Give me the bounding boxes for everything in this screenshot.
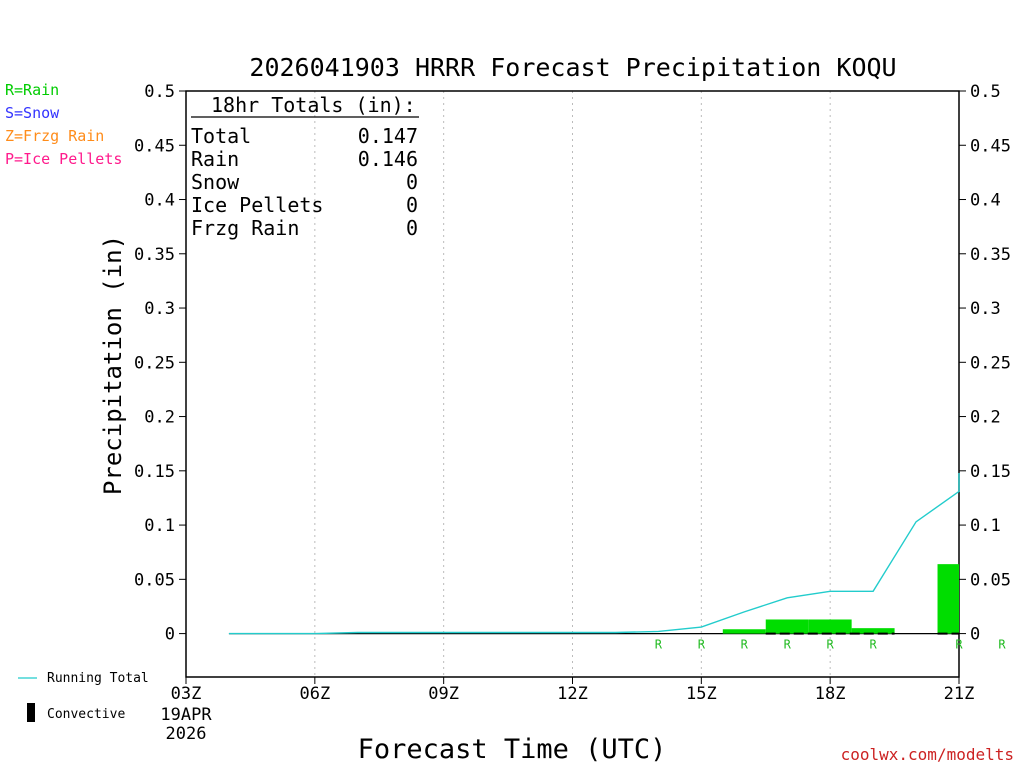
x-date-label: 2026	[166, 724, 207, 744]
x-tick-label: 15Z	[686, 684, 717, 704]
precip-type-legend-item: P=Ice Pellets	[5, 150, 122, 168]
x-tick-label: 21Z	[944, 684, 975, 704]
y-tick-label: 0.2	[144, 408, 175, 428]
y-tick-label: 0.25	[134, 353, 175, 373]
precip-type-marker: R	[784, 638, 792, 652]
y-tick-label: 0.15	[134, 462, 175, 482]
totals-row-value: 0	[406, 216, 418, 240]
y-tick-label: 0.4	[144, 191, 175, 211]
y-tick-label-right: 0	[970, 625, 980, 645]
precip-type-marker: R	[869, 638, 877, 652]
precip-bar	[722, 629, 766, 634]
precip-type-marker: R	[698, 638, 706, 652]
x-tick-label: 09Z	[428, 684, 459, 704]
precip-type-marker: R	[655, 638, 663, 652]
totals-row-value: 0	[406, 170, 418, 194]
totals-row-label: Total	[191, 124, 251, 148]
totals-row-label: Frzg Rain	[191, 216, 299, 240]
y-tick-label: 0.45	[134, 136, 175, 156]
x-tick-label: 12Z	[557, 684, 588, 704]
precip-bar	[851, 628, 895, 634]
y-tick-label-right: 0.1	[970, 516, 1001, 536]
running-total-legend-label: Running Total	[47, 671, 149, 686]
running-total-line	[228, 472, 960, 635]
precip-bar	[808, 619, 852, 634]
y-tick-label: 0.35	[134, 245, 175, 265]
y-tick-label-right: 0.35	[970, 245, 1011, 265]
y-tick-label-right: 0.2	[970, 408, 1001, 428]
convective-legend-label: Convective	[47, 707, 125, 722]
y-tick-label: 0.1	[144, 516, 175, 536]
y-tick-label-right: 0.4	[970, 191, 1001, 211]
totals-row-value: 0	[406, 193, 418, 217]
x-tick-label: 18Z	[815, 684, 846, 704]
y-tick-label: 0.5	[144, 82, 175, 102]
y-tick-label-right: 0.15	[970, 462, 1011, 482]
credit-text: coolwx.com/modelts	[841, 745, 1014, 764]
totals-row-label: Ice Pellets	[191, 193, 323, 217]
x-axis-label: Forecast Time (UTC)	[358, 734, 667, 765]
y-tick-label: 0	[165, 625, 175, 645]
precip-type-marker: R	[827, 638, 835, 652]
y-tick-label: 0.3	[144, 299, 175, 319]
precip-bar	[937, 564, 959, 634]
y-tick-label-right: 0.5	[970, 82, 1001, 102]
x-tick-label: 06Z	[299, 684, 330, 704]
precip-type-legend-item: Z=Frzg Rain	[5, 127, 104, 145]
precip-bar	[765, 619, 809, 634]
y-tick-label: 0.05	[134, 570, 175, 590]
chart-title: 2026041903 HRRR Forecast Precipitation K…	[249, 53, 896, 82]
precip-type-legend: R=Rain S=Snow Z=Frzg Rain P=Ice Pellets	[5, 81, 122, 168]
x-tick-label: 03Z	[171, 684, 202, 704]
precip-type-marker: R	[741, 638, 749, 652]
convective-legend-swatch	[27, 703, 35, 722]
y-tick-label-right: 0.05	[970, 570, 1011, 590]
totals-row-label: Rain	[191, 147, 239, 171]
y-tick-label-right: 0.45	[970, 136, 1011, 156]
precip-type-legend-item: S=Snow	[5, 104, 60, 122]
y-tick-label-right: 0.25	[970, 353, 1011, 373]
y-tick-label-right: 0.3	[970, 299, 1001, 319]
totals-row-value: 0.147	[358, 124, 418, 148]
x-date-label: 19APR	[160, 705, 212, 725]
plot-area: 0 00.05 0.050.1 0.10.15 0.150.2 0.20.25 0.250.…	[134, 82, 1011, 744]
totals-row-label: Snow	[191, 170, 240, 194]
precip-type-legend-item: R=Rain	[5, 81, 59, 99]
precip-type-marker: R	[955, 638, 963, 652]
y-axis-label: Precipitation (in)	[99, 235, 127, 495]
totals-heading: 18hr Totals (in):	[211, 93, 416, 117]
precip-type-marker: R	[998, 638, 1006, 652]
totals-row-value: 0.146	[358, 147, 418, 171]
